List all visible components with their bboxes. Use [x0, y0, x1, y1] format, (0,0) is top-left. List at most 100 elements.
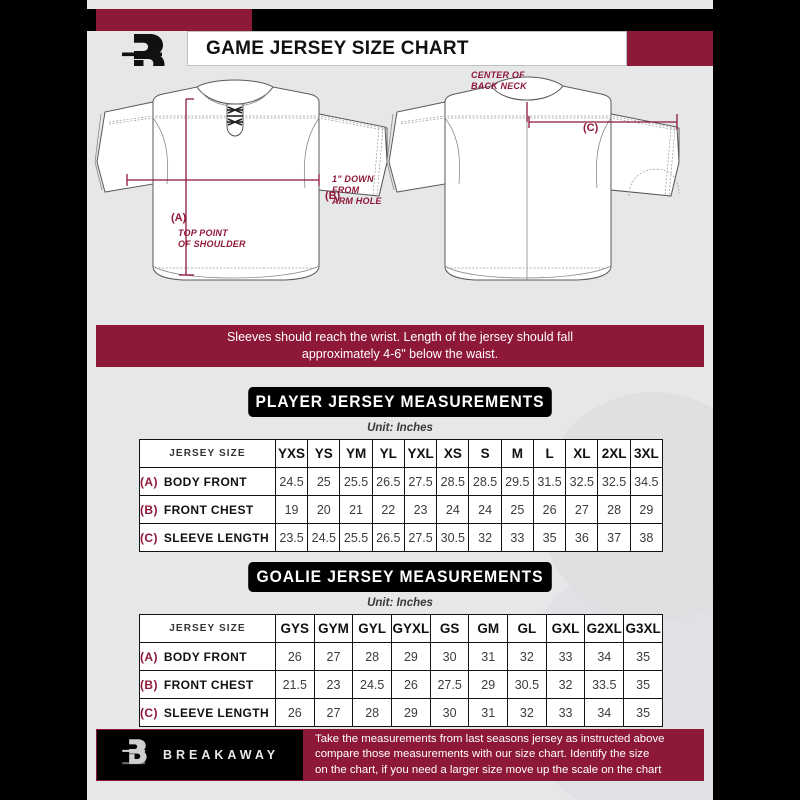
- measurement-value: 30: [429, 698, 470, 727]
- title-maroon-block: [627, 31, 713, 66]
- measurement-value: 27.5: [403, 467, 438, 496]
- measurement-value: 35: [532, 523, 567, 552]
- measurement-value: 35: [623, 670, 663, 699]
- size-column-header: GM: [468, 614, 509, 643]
- annotation-b-letter: (B): [325, 190, 341, 202]
- goalie-size-label: JERSEY SIZE: [139, 614, 276, 643]
- measurement-value: 28: [597, 495, 631, 524]
- fit-note-line1: Sleeves should reach the wrist. Length o…: [226, 330, 574, 344]
- measurement-name: BODY FRONT: [163, 474, 247, 489]
- measurement-value: 22: [371, 495, 405, 524]
- annotation-b-text-line1: 1" DOWN: [332, 174, 374, 184]
- measurement-tag: (A): [140, 649, 158, 664]
- measurement-value: 32: [468, 523, 502, 552]
- measurement-value: 28.5: [468, 467, 502, 496]
- measurement-value: 21.5: [274, 670, 315, 699]
- measurement-value: 27: [313, 698, 354, 727]
- measurement-value: 33: [545, 698, 586, 727]
- measurement-value: 24.5: [352, 670, 393, 699]
- table-row: (B) FRONT CHEST 19 20 21 22 23 24 24 25 26 27 28 29: [139, 495, 664, 524]
- table-header-row: JERSEY SIZE YXS YS YM YL YXL XS S M L XL 2XL 3XL: [139, 439, 664, 468]
- annotation-a-letter: (A): [171, 212, 187, 224]
- measurement-tag: (B): [140, 677, 158, 692]
- table-row: (C) SLEEVE LENGTH 23.5 24.5 25.5 26.5 27.5 30.5…: [139, 523, 664, 552]
- measurement-value: 20: [307, 495, 341, 524]
- size-column-header: GS: [429, 614, 470, 643]
- size-column-header: 3XL: [629, 439, 664, 468]
- measurement-value: 33.5: [584, 670, 625, 699]
- size-column-header: YM: [339, 439, 373, 468]
- table-header-row: JERSEY SIZE GYS GYM GYL GYXL GS GM GL GXL G2XL G3…: [139, 614, 663, 643]
- measurement-value: 26.5: [371, 523, 405, 552]
- goalie-measurements-table: JERSEY SIZE GYS GYM GYL GYXL GS GM GL GXL G2XL G3…: [139, 614, 663, 727]
- measurement-tag: (B): [140, 502, 158, 517]
- measurement-value: 24: [468, 495, 502, 524]
- measurement-value: 29: [629, 495, 664, 524]
- size-column-header: YS: [307, 439, 341, 468]
- measurement-value: 28: [352, 698, 393, 727]
- goalie-section-heading-label: GOALIE JERSEY MEASUREMENTS: [256, 567, 544, 586]
- annotation-a-text-line1: TOP POINT: [178, 228, 228, 238]
- measurement-value: 25: [500, 495, 534, 524]
- measurement-value: 25: [307, 467, 341, 496]
- size-column-header: S: [468, 439, 502, 468]
- footer-instructions: Take the measurements from last seasons …: [303, 730, 703, 780]
- annotation-back-neck-line2: BACK NECK: [471, 81, 527, 91]
- measurement-value: 34: [584, 698, 625, 727]
- size-column-header: YXL: [403, 439, 438, 468]
- goalie-unit-label: Unit: Inches: [367, 597, 433, 609]
- size-column-header: G3XL: [623, 614, 663, 643]
- goalie-section-heading: GOALIE JERSEY MEASUREMENTS: [248, 562, 552, 592]
- table-row: (A) BODY FRONT 26 27 28 29 30 31 32 33 34 35: [139, 642, 663, 671]
- measurement-value: 26: [532, 495, 567, 524]
- measurement-value: 34: [584, 642, 625, 671]
- measurement-name: FRONT CHEST: [163, 677, 254, 692]
- measurement-value: 23: [403, 495, 438, 524]
- measurement-row-label: (C) SLEEVE LENGTH: [139, 698, 276, 727]
- measurement-value: 24: [436, 495, 470, 524]
- footer-line2: compare those measurements with our size…: [315, 748, 650, 761]
- size-column-header: 2XL: [597, 439, 631, 468]
- measurement-value: 30.5: [436, 523, 470, 552]
- page-title-band: GAME JERSEY SIZE CHART: [187, 31, 627, 66]
- measurement-value: 26: [274, 698, 315, 727]
- size-column-header: GYL: [352, 614, 393, 643]
- measurement-value: 28: [352, 642, 393, 671]
- measurement-value: 38: [629, 523, 664, 552]
- annotation-b-text-line3: ARM HOLE: [332, 196, 382, 206]
- measurement-tag: (A): [140, 474, 158, 489]
- measurement-value: 25.5: [339, 523, 373, 552]
- measurement-value: 29: [391, 698, 431, 727]
- annotation-a-text-line2: OF SHOULDER: [178, 239, 246, 249]
- measurement-value: 27.5: [403, 523, 438, 552]
- measurement-value: 31.5: [532, 467, 567, 496]
- measurement-value: 26: [274, 642, 315, 671]
- size-column-header: GL: [507, 614, 547, 643]
- back-jersey-drawing: [386, 76, 680, 281]
- measurement-value: 37: [597, 523, 631, 552]
- measurement-name: BODY FRONT: [163, 649, 247, 664]
- top-maroon-bar: [96, 9, 252, 31]
- size-column-header: GYM: [313, 614, 354, 643]
- table-row: (A) BODY FRONT 24.5 25 25.5 26.5 27.5 28.5 28.5 2…: [139, 467, 664, 496]
- measurement-value: 29: [391, 642, 431, 671]
- measurement-value: 27: [313, 642, 354, 671]
- size-column-header: GXL: [545, 614, 586, 643]
- measurement-row-label: (B) FRONT CHEST: [139, 670, 276, 699]
- table-row: (B) FRONT CHEST 21.5 23 24.5 26 27.5 29 30.5 32 33…: [139, 670, 663, 699]
- size-column-header: L: [532, 439, 567, 468]
- size-column-header: XS: [436, 439, 470, 468]
- measurement-tag: (C): [140, 530, 158, 545]
- measurement-row-label: (C) SLEEVE LENGTH: [139, 523, 276, 552]
- measurement-value: 30: [429, 642, 470, 671]
- page-title: GAME JERSEY SIZE CHART: [206, 37, 469, 59]
- measurement-value: 26.5: [371, 467, 405, 496]
- measurement-value: 30.5: [507, 670, 547, 699]
- measurement-value: 31: [468, 698, 509, 727]
- size-column-header: M: [500, 439, 534, 468]
- measurement-value: 21: [339, 495, 373, 524]
- measurement-value: 28.5: [436, 467, 470, 496]
- player-unit-label: Unit: Inches: [367, 422, 433, 434]
- jersey-illustration: .jo { fill:#fff; stroke:#59595b; stroke-…: [87, 66, 713, 320]
- measurement-value: 23: [313, 670, 354, 699]
